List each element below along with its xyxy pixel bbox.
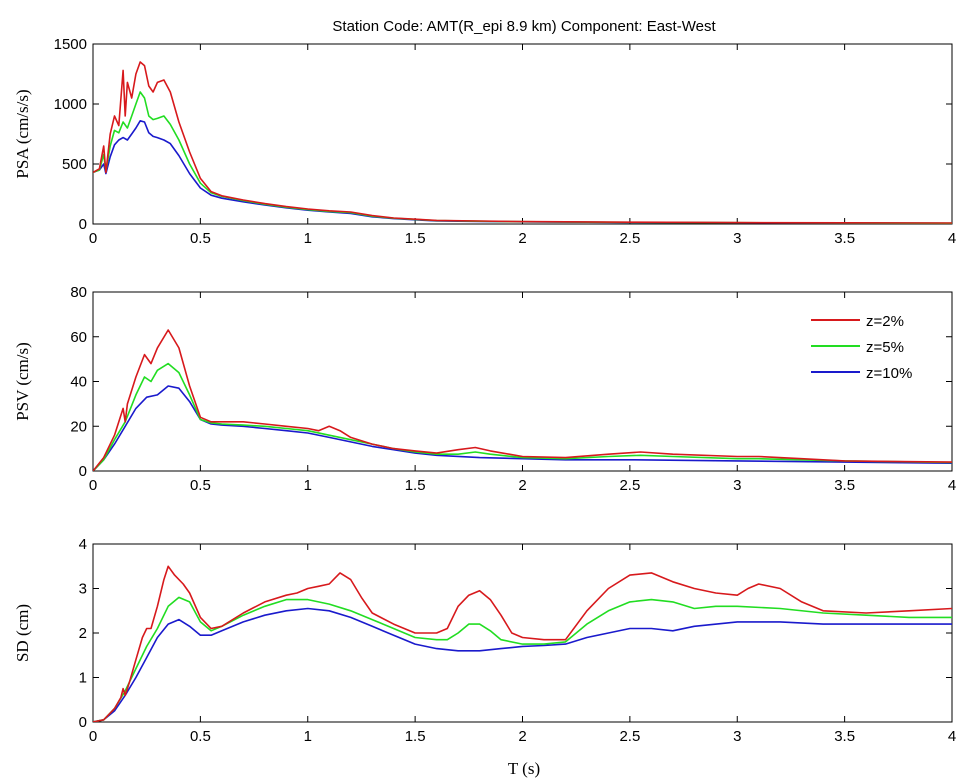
- psa-y-tick-label: 1000: [54, 96, 87, 113]
- psa-x-tick-label: 0.5: [190, 230, 211, 247]
- psv-x-tick-label: 1.5: [405, 477, 426, 494]
- psv-y-tick-label: 60: [70, 329, 87, 346]
- psv-x-tick-label: 3: [733, 477, 741, 494]
- psv-x-tick-label: 0.5: [190, 477, 211, 494]
- psv-y-axis-label: PSV (cm/s): [13, 342, 32, 421]
- psa-x-tick-label: 2.5: [619, 230, 640, 247]
- psa-y-axis-label: PSA (cm/s/s): [13, 89, 32, 178]
- sd-x-tick-label: 4: [948, 728, 956, 745]
- psa-panel: 0 0.5 1 1.5 2 2.5 3 3.5 4 0 500 1000 1500 PSA (cm/s/s…: [13, 36, 956, 247]
- psa-y-tick-label: 500: [62, 156, 87, 173]
- psv-x-tick-label: 2: [518, 477, 526, 494]
- psv-series-z10: [93, 385, 952, 471]
- sd-y-axis-label: SD (cm): [13, 604, 32, 662]
- sd-x-tick-label: 2.5: [619, 728, 640, 745]
- sd-y-tick-label: 0: [79, 714, 87, 731]
- psv-y-tick-label: 40: [70, 374, 87, 391]
- legend-label-z10: z=10%: [866, 365, 912, 382]
- sd-x-tick-label: 2: [518, 728, 526, 745]
- sd-axes-box: [92, 543, 953, 723]
- psa-x-tick-label: 3.5: [834, 230, 855, 247]
- psa-x-tick-label: 2: [518, 230, 526, 247]
- sd-y-tick-label: 2: [79, 625, 87, 642]
- sd-x-tick-label: 3.5: [834, 728, 855, 745]
- sd-series-z5: [93, 596, 952, 722]
- figure-title: Station Code: AMT(R_epi 8.9 km) Componen…: [332, 18, 716, 35]
- psa-y-tick-label: 0: [79, 216, 87, 233]
- psv-x-tick-label: 3.5: [834, 477, 855, 494]
- x-axis-label: T (s): [508, 759, 540, 778]
- psa-x-tick-label: 4: [948, 230, 956, 247]
- psa-y-tick-label: 1500: [54, 36, 87, 53]
- sd-y-tick-label: 4: [79, 536, 87, 553]
- sd-x-tick-label: 1: [304, 728, 312, 745]
- psa-x-tick-label: 0: [89, 230, 97, 247]
- psv-series-z2: [93, 329, 952, 471]
- sd-x-tick-label: 1.5: [405, 728, 426, 745]
- legend-label-z5: z=5%: [866, 339, 904, 356]
- sd-y-tick-label: 3: [79, 581, 87, 598]
- legend-label-z2: z=2%: [866, 313, 904, 330]
- psv-x-tick-label: 2.5: [619, 477, 640, 494]
- psv-x-tick-label: 0: [89, 477, 97, 494]
- sd-x-tick-label: 0: [89, 728, 97, 745]
- psa-axes-box: [92, 43, 953, 225]
- psv-x-tick-label: 4: [948, 477, 956, 494]
- psa-x-tick-label: 1.5: [405, 230, 426, 247]
- psv-series-z5: [93, 362, 952, 471]
- psv-x-tick-label: 1: [304, 477, 312, 494]
- sd-x-tick-label: 3: [733, 728, 741, 745]
- sd-series-z2: [93, 565, 952, 722]
- psv-y-tick-label: 20: [70, 418, 87, 435]
- psv-legend: z=2% z=5% z=10%: [804, 306, 944, 394]
- sd-y-tick-label: 1: [79, 670, 87, 687]
- psa-x-tick-label: 1: [304, 230, 312, 247]
- sd-series-z10: [93, 607, 952, 722]
- psa-x-tick-label: 3: [733, 230, 741, 247]
- psv-y-tick-label: 80: [70, 284, 87, 301]
- psa-series-z2: [93, 61, 952, 224]
- sd-panel: 0 0.5 1 1.5 2 2.5 3 3.5 4 0 1 2 3 4 SD (cm): [13, 536, 956, 745]
- psv-y-tick-label: 0: [79, 463, 87, 480]
- sd-x-tick-label: 0.5: [190, 728, 211, 745]
